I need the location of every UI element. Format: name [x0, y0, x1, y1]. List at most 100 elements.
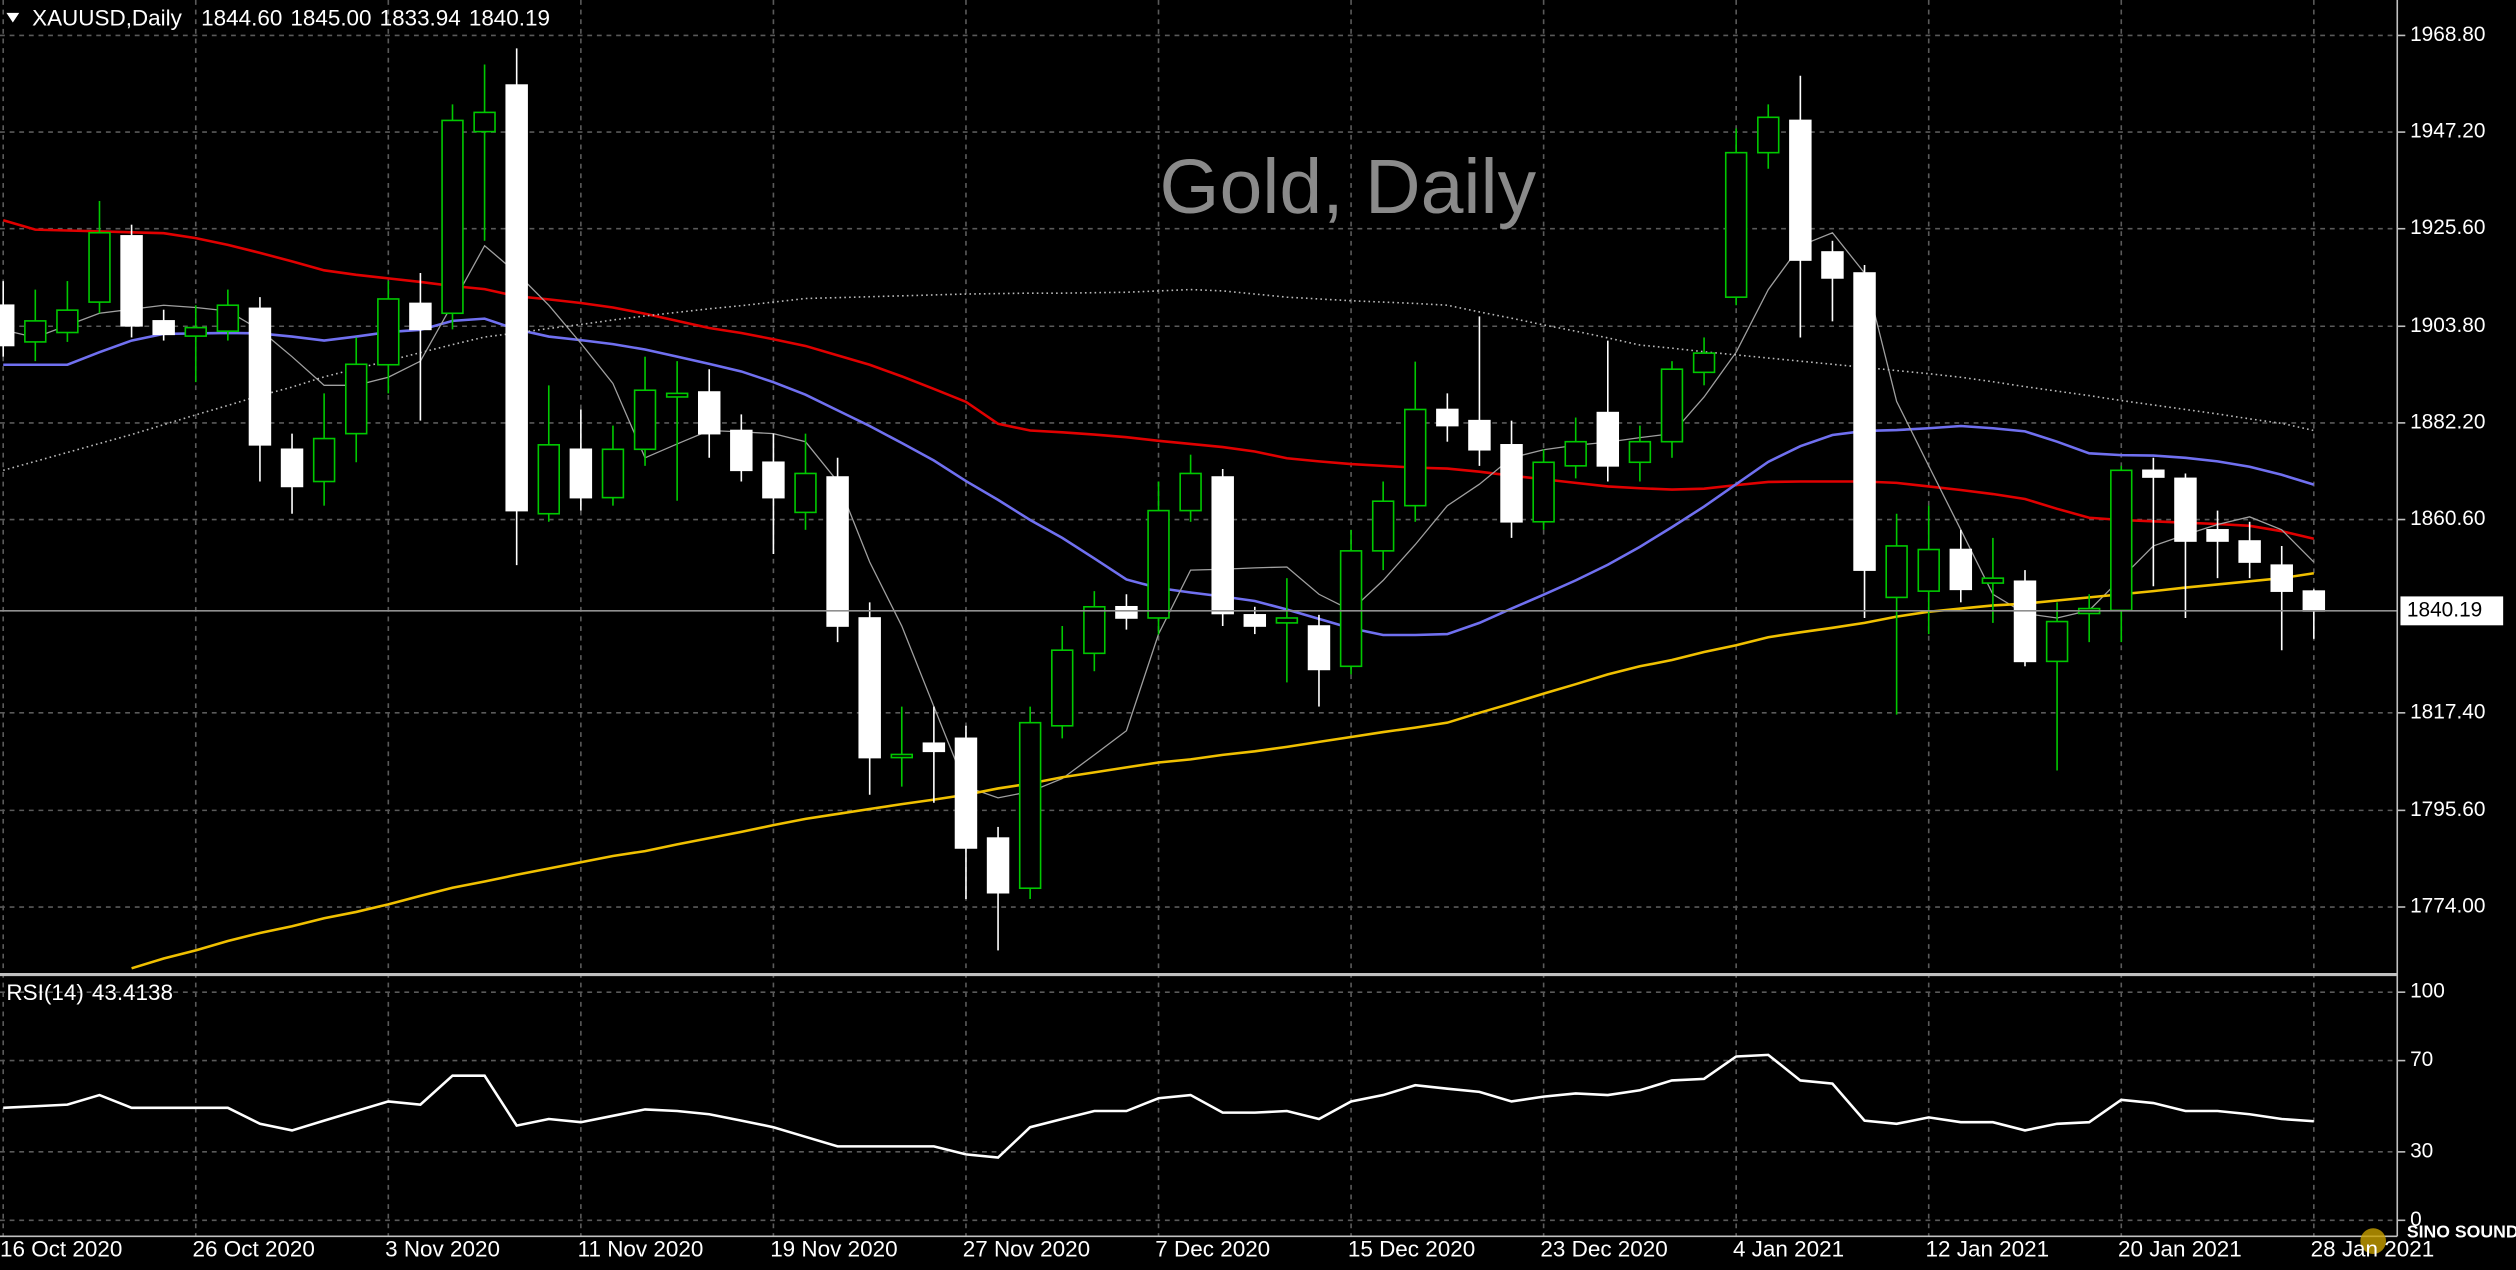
candle-body: [922, 742, 946, 753]
candle-body: [2206, 529, 2229, 542]
candle-body: [24, 320, 47, 343]
rsi-label: RSI(14) 43.4138: [6, 980, 173, 1005]
watermark-title: Gold, Daily: [1160, 144, 1537, 230]
last-price-box: [2400, 596, 2504, 626]
x-tick-label: 16 Oct 2020: [0, 1237, 122, 1262]
candle-body: [1083, 605, 1106, 655]
candle-body: [1692, 352, 1716, 374]
candle-body: [2110, 469, 2133, 612]
candle-body: [1179, 472, 1202, 512]
candle-body: [1981, 577, 2005, 584]
candle-body: [56, 309, 79, 334]
candle-body: [1596, 411, 1620, 467]
y-tick-label: 1774.00: [2410, 895, 2485, 918]
x-tick-label: 26 Oct 2020: [193, 1237, 315, 1262]
candle-body: [1018, 721, 1042, 890]
candle-body: [1628, 440, 1652, 464]
candle-body: [184, 326, 207, 337]
y-tick-label: 1903.80: [2410, 314, 2485, 337]
y-tick-label: 1968.80: [2410, 23, 2485, 46]
y-tick-label: 1947.20: [2410, 120, 2485, 143]
candle-body: [1757, 116, 1780, 154]
candle-body: [216, 304, 240, 332]
line-series: [2, 218, 2315, 541]
y-tick-label: 100: [2410, 980, 2445, 1003]
y-tick-label: 1860.60: [2410, 507, 2485, 530]
candle-body: [1307, 625, 1331, 671]
candle-body: [1468, 419, 1491, 451]
candle-body: [601, 448, 625, 499]
candle-body: [633, 389, 657, 451]
line-series: [131, 571, 2315, 970]
candle-body: [1115, 605, 1138, 619]
candle-body: [120, 235, 143, 327]
candle-body: [1853, 272, 1876, 571]
symbol: XAUUSD,Daily: [32, 5, 183, 30]
candle-body: [2238, 540, 2261, 563]
candle-body: [1885, 545, 1908, 599]
candle-body: [0, 304, 15, 347]
plot: [0, 48, 2398, 1159]
candle-body: [2302, 590, 2326, 612]
candle-body: [409, 302, 432, 331]
candle-body: [377, 298, 400, 366]
x-tick-label: 19 Nov 2020: [770, 1237, 897, 1262]
header-open: 1844.60: [201, 5, 282, 30]
x-tick-label: 12 Jan 2021: [1926, 1237, 2050, 1262]
candle-body: [88, 231, 111, 303]
candle-body: [2270, 564, 2293, 592]
candle-body: [1339, 550, 1363, 668]
candle-body: [441, 119, 464, 315]
header-low: 1833.94: [380, 5, 461, 30]
candle-body: [986, 837, 1010, 894]
header-arrow: [6, 12, 20, 23]
line-series: [3, 1053, 2314, 1159]
y-tick-label: 1925.60: [2410, 216, 2485, 239]
candle-body: [730, 429, 753, 472]
y-tick-label: 1882.20: [2410, 410, 2485, 433]
candle-body: [312, 437, 336, 483]
candle-body: [1243, 614, 1267, 627]
candle-body: [1371, 500, 1395, 552]
x-tick-label: 3 Nov 2020: [385, 1237, 500, 1262]
candle-body: [826, 476, 849, 627]
y-tick-label: 1817.40: [2410, 700, 2485, 723]
candle-body: [1949, 548, 1973, 591]
header: XAUUSD,Daily 1844.60 1845.00 1833.94 1840.19: [32, 5, 550, 30]
y-tick-label: 70: [2410, 1048, 2433, 1071]
candle-body: [344, 363, 368, 435]
candle-body: [1051, 649, 1074, 727]
candle-body: [2142, 469, 2165, 478]
candle-body: [1660, 368, 1684, 443]
last-price-label: 1840.19: [2407, 598, 2482, 621]
rsi-title: RSI(14): [6, 980, 83, 1005]
candle-body: [152, 320, 175, 336]
header-high: 1845.00: [290, 5, 371, 30]
candle-body: [569, 448, 593, 499]
x-tick-label: 23 Dec 2020: [1540, 1237, 1667, 1262]
candle-body: [280, 448, 304, 488]
candle-body: [1211, 476, 1234, 615]
candle-body: [473, 111, 496, 133]
candle-body: [1564, 440, 1587, 467]
candle-body: [1917, 548, 1940, 592]
x-tick-label: 28 Jan 2021: [2311, 1237, 2435, 1262]
y-tick-label: 30: [2410, 1139, 2433, 1162]
candle-body: [1821, 251, 1844, 279]
header-close: 1840.19: [469, 5, 550, 30]
candle-body: [665, 392, 689, 398]
candle-body: [1275, 617, 1299, 624]
candle-body: [1724, 151, 1748, 298]
logo: SINO SOUND: [2407, 1222, 2516, 1242]
candle-body: [248, 307, 272, 446]
x-tick-label: 4 Jan 2021: [1733, 1237, 1844, 1262]
candle-body: [537, 444, 561, 515]
x-tick-label: 27 Nov 2020: [963, 1237, 1090, 1262]
candle-body: [762, 461, 785, 499]
y-tick-label: 0: [2410, 1208, 2422, 1231]
y-tick-label: 1795.60: [2410, 798, 2485, 821]
logo-icon: [2360, 1228, 2387, 1254]
